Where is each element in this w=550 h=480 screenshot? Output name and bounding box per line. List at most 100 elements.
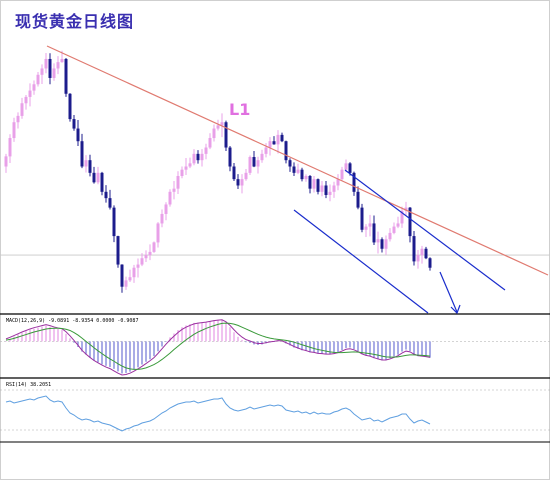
candle-body <box>184 166 188 170</box>
candle-body <box>364 226 368 230</box>
projection-arrow-head <box>450 304 461 315</box>
candle-body <box>88 160 92 173</box>
candle-body <box>268 141 272 148</box>
candle-body <box>424 248 428 259</box>
candle-body <box>92 172 96 183</box>
candle-body <box>24 96 28 104</box>
candle-body <box>12 122 16 139</box>
candle-body <box>116 236 120 265</box>
candle-body <box>32 84 36 91</box>
candle-body <box>252 157 256 167</box>
candle-body <box>104 191 108 199</box>
candle-body <box>212 128 216 139</box>
candle-body <box>380 239 384 249</box>
candle-body <box>348 163 352 173</box>
candle-body <box>324 185 328 195</box>
candle-body <box>152 242 156 252</box>
candle-body <box>164 204 168 214</box>
candle-body <box>232 166 236 180</box>
projection-arrow <box>439 271 458 313</box>
candle-body <box>148 251 152 256</box>
candle-body <box>28 90 32 97</box>
rsi-panel <box>0 389 550 432</box>
candle-body <box>140 258 144 265</box>
candle-body <box>384 239 388 249</box>
candle-body <box>76 128 80 142</box>
chart-title: 现货黄金日线图 <box>15 12 135 31</box>
candle-body <box>40 68 44 75</box>
candle-body <box>56 62 60 69</box>
candle-body <box>400 210 404 224</box>
candle-body <box>204 147 208 154</box>
candle-body <box>200 153 204 161</box>
candle-body <box>304 176 308 180</box>
candle-body <box>312 179 316 189</box>
candle-body <box>144 255 148 259</box>
price-panel <box>0 50 550 443</box>
candle-body <box>64 58 68 94</box>
candle-body <box>4 156 8 167</box>
candle-body <box>100 172 104 192</box>
candle-body <box>340 169 344 180</box>
candle-body <box>404 207 408 211</box>
candle-body <box>420 248 424 256</box>
candle-body <box>344 163 348 170</box>
candle-body <box>108 198 112 208</box>
candle-body <box>412 236 416 262</box>
channel-lower-line <box>293 209 429 314</box>
candle-body <box>176 176 180 189</box>
candle-body <box>288 160 292 167</box>
candle-body <box>352 172 356 192</box>
trendline-l1 <box>46 45 549 276</box>
candle-body <box>156 223 160 243</box>
candle-body <box>168 191 172 205</box>
channel-upper-line <box>344 169 506 291</box>
candle-body <box>208 138 212 148</box>
candle-body <box>376 239 380 243</box>
rsi-header: RSI(14) 38.2051 <box>6 382 51 388</box>
candle-body <box>284 141 288 161</box>
candle-body <box>224 122 228 148</box>
candle-body <box>264 147 268 154</box>
candle-body <box>248 157 252 173</box>
candle-body <box>172 188 176 192</box>
macd-signal-line <box>5 322 431 370</box>
candle-body <box>356 191 360 208</box>
candle-body <box>60 58 64 63</box>
candle-body <box>180 169 184 176</box>
candle-body <box>84 160 88 167</box>
candle-body <box>280 134 284 142</box>
candle-body <box>368 223 372 227</box>
candle-body <box>52 68 56 78</box>
candle-body <box>316 179 320 192</box>
candle-body <box>332 185 336 192</box>
candle-body <box>328 191 332 195</box>
candle-body <box>112 207 116 237</box>
macd-header: MACD(12,26,9) -9.0891 -8.9354 0.0000 -0.… <box>6 318 138 324</box>
candle-body <box>228 147 232 167</box>
candle-body <box>256 160 260 167</box>
candle-body <box>188 163 192 167</box>
candle-body <box>272 141 276 145</box>
candle-body <box>260 153 264 161</box>
candle-body <box>236 179 240 186</box>
candle-body <box>136 264 140 268</box>
candle-body <box>192 153 196 164</box>
candle-body <box>292 166 296 173</box>
candle-body <box>392 226 396 233</box>
candle-body <box>68 93 72 120</box>
candle-body <box>20 103 24 116</box>
candle-body <box>8 138 12 157</box>
candle-body <box>428 258 432 268</box>
candle-body <box>240 179 244 186</box>
candle-body <box>80 141 84 167</box>
candle-body <box>360 207 364 230</box>
candle-body <box>124 280 128 287</box>
candle-body <box>44 58 48 69</box>
candle-body <box>220 122 224 126</box>
candle-body <box>16 115 20 123</box>
candle-body <box>320 185 324 192</box>
candle-body <box>160 213 164 224</box>
